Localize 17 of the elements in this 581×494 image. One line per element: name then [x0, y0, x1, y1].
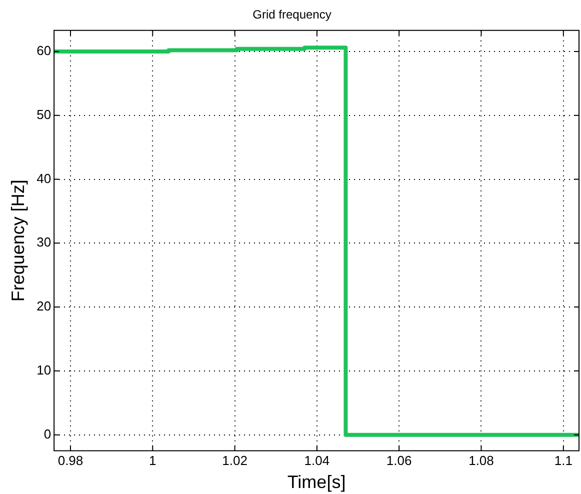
y-tick-label: 20	[36, 298, 52, 314]
y-tick-label: 0	[44, 426, 52, 442]
x-tick-label: 1.1	[554, 453, 572, 468]
x-tick-label: 1.08	[468, 453, 494, 468]
y-axis-title: Frequency [Hz]	[8, 180, 28, 302]
x-tick-label: 0.98	[58, 453, 84, 468]
y-tick-label: 10	[36, 362, 52, 378]
y-tick-label: 40	[36, 170, 52, 186]
y-tick-label: 30	[36, 234, 52, 250]
x-tick-label: 1	[149, 453, 156, 468]
y-tick-label: 50	[36, 106, 52, 122]
chart-title: Grid frequency	[252, 8, 332, 22]
x-tick-label: 1.04	[304, 453, 330, 468]
x-axis-title: Time[s]	[287, 472, 346, 492]
x-tick-label: 1.02	[222, 453, 248, 468]
x-tick-label: 1.06	[386, 453, 412, 468]
y-tick-label: 60	[36, 43, 52, 58]
